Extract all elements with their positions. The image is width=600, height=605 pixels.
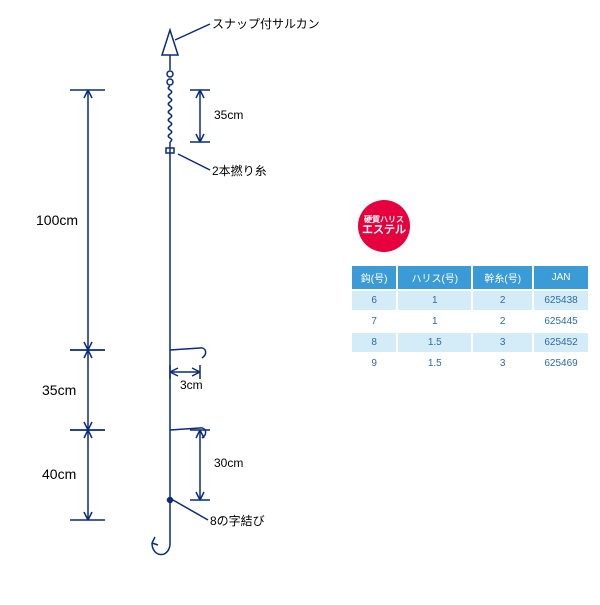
label-figure8-knot: 8の字結び — [210, 512, 265, 529]
table-cell: 3 — [473, 354, 532, 373]
label-3cm: 3cm — [180, 378, 203, 392]
ester-badge: 硬質ハリス エステル — [358, 200, 410, 252]
label-coil-35cm: 35cm — [214, 108, 243, 122]
table-header: ハリス(号) — [398, 266, 471, 289]
table-row: 712625445 — [352, 312, 588, 331]
table-cell: 3 — [473, 333, 532, 352]
table-cell: 1.5 — [398, 333, 471, 352]
table-cell: 1 — [398, 291, 471, 310]
table-cell: 2 — [473, 312, 532, 331]
table-row: 81.53625452 — [352, 333, 588, 352]
spec-table: 鈎(号)ハリス(号)幹糸(号)JAN 612625438 712625445 81.… — [350, 264, 590, 375]
label-30cm: 30cm — [214, 456, 243, 470]
label-twist-line: 2本撚り糸 — [212, 162, 267, 179]
label-35cm: 35cm — [42, 382, 76, 398]
label-snap-swivel: スナップ付サルカン — [212, 15, 320, 32]
table-cell: 9 — [352, 354, 396, 373]
table-cell: 6 — [352, 291, 396, 310]
table-row: 612625438 — [352, 291, 588, 310]
table-cell: 8 — [352, 333, 396, 352]
table-cell: 7 — [352, 312, 396, 331]
table-cell: 625469 — [534, 354, 588, 373]
table-header: JAN — [534, 266, 588, 289]
table-cell: 625452 — [534, 333, 588, 352]
table-row: 91.53625469 — [352, 354, 588, 373]
table-cell: 1.5 — [398, 354, 471, 373]
table-header: 幹糸(号) — [473, 266, 532, 289]
table-cell: 625445 — [534, 312, 588, 331]
table-header: 鈎(号) — [352, 266, 396, 289]
rig-diagram: スナップ付サルカン 35cm 2本撚り糸 100cm 3cm 35cm 30cm… — [0, 0, 340, 600]
spec-panel: 硬質ハリス エステル 鈎(号)ハリス(号)幹糸(号)JAN 612625438 7… — [350, 200, 590, 375]
label-40cm: 40cm — [42, 466, 76, 482]
label-100cm: 100cm — [36, 212, 78, 228]
table-cell: 2 — [473, 291, 532, 310]
badge-line2: エステル — [362, 224, 406, 236]
table-cell: 625438 — [534, 291, 588, 310]
table-cell: 1 — [398, 312, 471, 331]
